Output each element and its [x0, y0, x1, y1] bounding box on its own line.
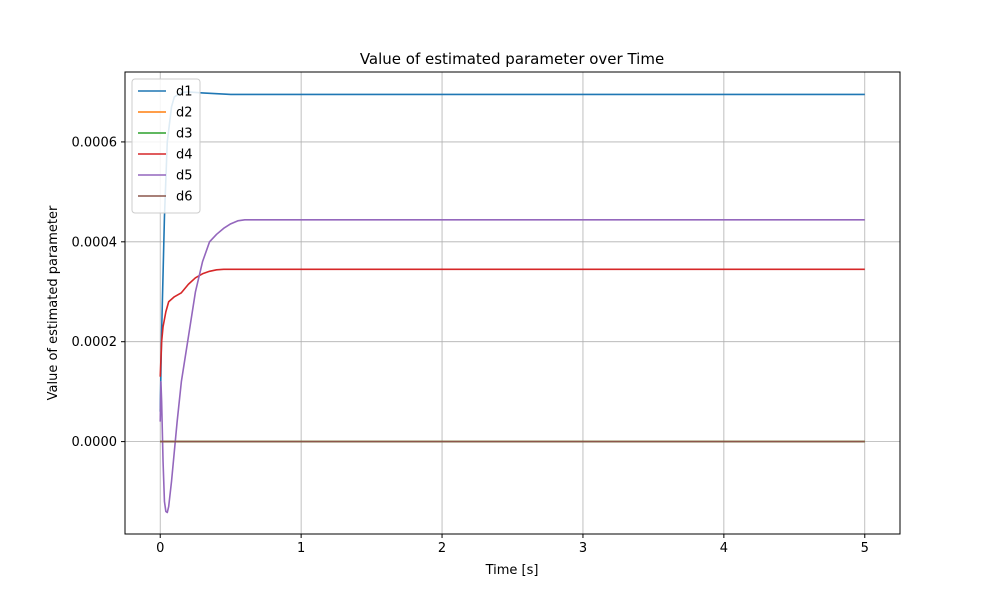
legend-label-d4: d4	[176, 148, 193, 163]
x-axis-label: Time [s]	[485, 563, 539, 578]
y-tick-label: 0.0004	[72, 235, 118, 250]
legend-label-d2: d2	[176, 106, 193, 121]
tick-group: 0 1 2 3 4 5 0.0000 0.0002 0.0004 0.0006	[72, 135, 869, 556]
legend-label-d5: d5	[176, 169, 193, 184]
y-axis-label: Value of estimated parameter	[46, 205, 61, 400]
plot-area-frame	[124, 71, 901, 535]
grid	[125, 72, 900, 534]
y-tick-label: 0.0006	[72, 135, 118, 150]
x-tick-label: 0	[156, 541, 164, 556]
y-tick-label: 0.0002	[72, 335, 118, 350]
x-tick-label: 5	[861, 541, 869, 556]
x-tick-label: 2	[438, 541, 446, 556]
series-line-d4	[159, 268, 865, 377]
x-tick-label: 4	[720, 541, 728, 556]
legend-label-d3: d3	[176, 127, 193, 142]
legend-label-d6: d6	[176, 190, 193, 205]
series-line-d1	[159, 91, 865, 412]
x-tick-label: 3	[579, 541, 587, 556]
y-tick-label: 0.0000	[72, 435, 118, 450]
series-group	[159, 91, 865, 514]
legend: d1 d2 d3 d4 d5 d6	[131, 78, 201, 214]
series-line-d5	[159, 219, 865, 514]
chart-title: Value of estimated parameter over Time	[360, 50, 664, 68]
x-tick-label: 1	[297, 541, 305, 556]
legend-label-d1: d1	[176, 85, 193, 100]
